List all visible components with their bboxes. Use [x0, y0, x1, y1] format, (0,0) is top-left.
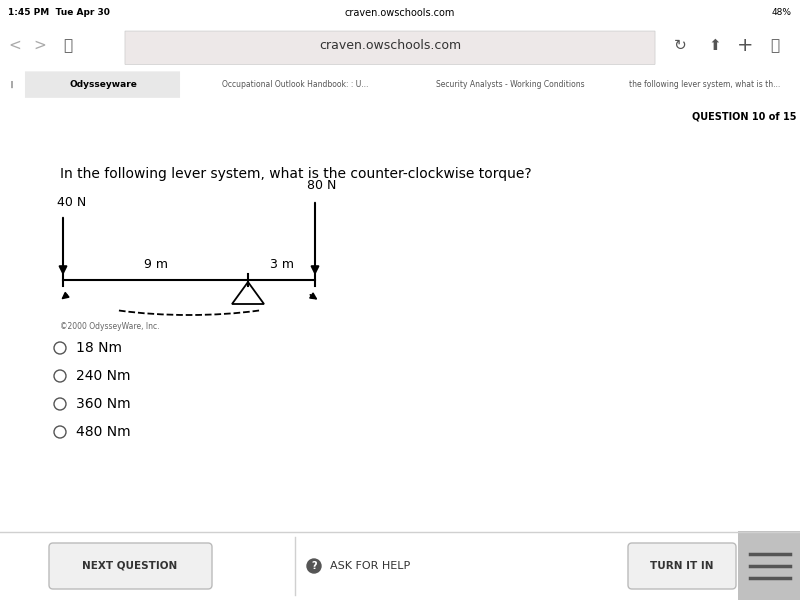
Text: ⧉: ⧉ [770, 38, 779, 53]
Text: QUESTION 10 of 15: QUESTION 10 of 15 [692, 111, 796, 121]
Circle shape [307, 559, 321, 573]
Text: ⬆: ⬆ [709, 38, 722, 53]
Text: ↻: ↻ [674, 38, 686, 53]
Text: 18 Nm: 18 Nm [76, 341, 122, 355]
Text: 1:45 PM  Tue Apr 30: 1:45 PM Tue Apr 30 [8, 8, 110, 17]
Text: Odysseyware: Odysseyware [69, 80, 137, 89]
Circle shape [54, 426, 66, 438]
Text: 360 Nm: 360 Nm [76, 397, 130, 411]
Text: <: < [9, 38, 22, 53]
Text: 240 Nm: 240 Nm [76, 369, 130, 383]
Text: SECTION 1 of 1: SECTION 1 of 1 [602, 111, 684, 121]
Circle shape [54, 398, 66, 410]
Text: the following lever system, what is th...: the following lever system, what is th..… [630, 80, 781, 89]
Text: Assignment  - 14. Quiz 2: Simple Machines: Assignment - 14. Quiz 2: Simple Machines [192, 105, 442, 115]
Text: In the following lever system, what is the counter-clockwise torque?: In the following lever system, what is t… [60, 167, 532, 181]
Text: ASSIGNMENTS: ASSIGNMENTS [7, 111, 86, 121]
Circle shape [54, 342, 66, 354]
Text: 9 m: 9 m [143, 258, 167, 271]
Text: +: + [737, 36, 754, 55]
Text: ASK FOR HELP: ASK FOR HELP [330, 561, 410, 571]
Polygon shape [232, 282, 264, 304]
Text: NEXT QUESTION: NEXT QUESTION [82, 561, 178, 571]
Text: TURN IT IN: TURN IT IN [650, 561, 714, 571]
Text: Attempt 1 of 2: Attempt 1 of 2 [192, 120, 253, 129]
Text: ?: ? [311, 561, 317, 571]
Text: craven.owschools.com: craven.owschools.com [345, 8, 455, 17]
Text: craven.owschools.com: craven.owschools.com [319, 39, 461, 52]
Text: Security Analysts - Working Conditions: Security Analysts - Working Conditions [436, 80, 584, 89]
Text: 3 m: 3 m [270, 258, 294, 271]
Text: Occupational Outlook Handbook: : U...: Occupational Outlook Handbook: : U... [222, 80, 368, 89]
Text: 📖: 📖 [63, 38, 73, 53]
FancyBboxPatch shape [25, 71, 180, 98]
Text: COURSES: COURSES [109, 111, 161, 121]
Text: 40 N: 40 N [57, 196, 86, 209]
Bar [689, 99, 800, 135]
FancyBboxPatch shape [49, 543, 212, 589]
Bar [738, 531, 800, 600]
Text: >: > [34, 38, 46, 53]
Text: 48%: 48% [772, 8, 792, 17]
FancyBboxPatch shape [125, 31, 655, 64]
Text: i: i [558, 111, 562, 121]
Text: ©2000 OdysseyWare, Inc.: ©2000 OdysseyWare, Inc. [60, 322, 159, 331]
Circle shape [54, 370, 66, 382]
FancyBboxPatch shape [628, 543, 736, 589]
Text: 80 N: 80 N [307, 179, 336, 192]
Text: 480 Nm: 480 Nm [76, 425, 130, 439]
